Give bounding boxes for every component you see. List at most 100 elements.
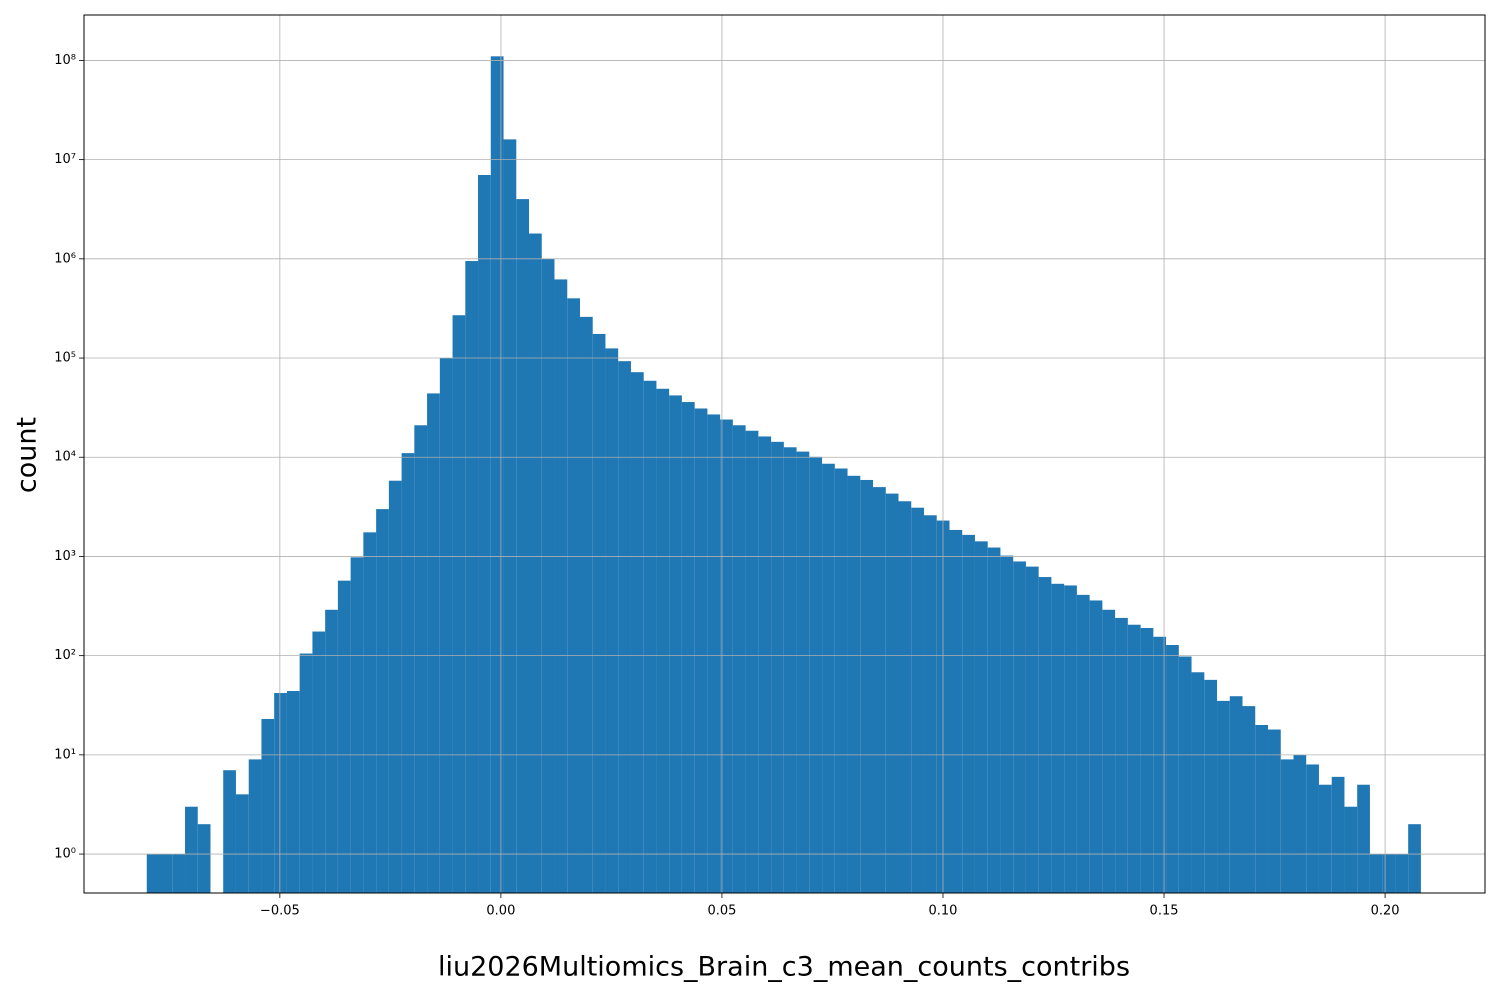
bar [1318, 784, 1332, 893]
x-tick-label: 0.00 [486, 904, 515, 919]
bar [1306, 764, 1319, 893]
y-tick-label: 10⁷ [54, 152, 76, 167]
bar [401, 453, 415, 893]
bar [541, 258, 555, 893]
bar [847, 475, 861, 893]
bar [223, 770, 236, 893]
bar [1166, 645, 1179, 893]
bar [1013, 561, 1026, 893]
bar [261, 718, 275, 893]
bar [1102, 609, 1116, 893]
bar [1217, 700, 1230, 893]
bar [363, 532, 377, 893]
bar [1051, 583, 1065, 893]
bar [376, 509, 389, 893]
bar [643, 380, 657, 893]
y-tick-label: 10² [54, 648, 76, 663]
bar [427, 393, 440, 893]
bar [1127, 624, 1141, 893]
bar [465, 261, 479, 894]
bar [567, 298, 580, 893]
bar [235, 794, 249, 893]
y-tick-label: 10⁸ [54, 53, 76, 68]
bar [503, 139, 517, 893]
bar [1064, 585, 1077, 893]
y-tick-label: 10⁰ [54, 847, 76, 862]
bar [962, 534, 975, 893]
bar [312, 631, 326, 893]
bar [1178, 656, 1192, 893]
bar [1408, 824, 1421, 893]
bar [1344, 806, 1358, 893]
bar [630, 372, 644, 893]
bar [681, 402, 695, 893]
bar [974, 541, 988, 893]
y-axis-label: count [12, 417, 43, 493]
bar [439, 358, 453, 893]
bar [286, 691, 300, 893]
bar [197, 824, 211, 893]
bar [1369, 854, 1383, 893]
bar [949, 529, 963, 893]
bar [656, 388, 670, 893]
bar [1293, 754, 1307, 893]
bar [618, 361, 631, 893]
bar [350, 557, 364, 893]
bar [274, 693, 287, 893]
bar [1115, 617, 1128, 893]
y-tick-label: 10⁶ [54, 251, 76, 266]
bar [299, 653, 313, 893]
bar [1191, 672, 1205, 893]
bar [923, 515, 937, 893]
bar [592, 333, 606, 894]
bar [1255, 724, 1269, 893]
bar [873, 487, 886, 893]
bar [987, 547, 1001, 893]
bar [414, 425, 428, 893]
y-tick-label: 10¹ [54, 747, 76, 762]
bar [758, 436, 772, 893]
y-tick-label: 10⁵ [54, 351, 76, 366]
bar [388, 480, 402, 893]
bar [720, 419, 733, 893]
bar [860, 479, 874, 893]
bar [1268, 729, 1281, 893]
bar [172, 854, 186, 893]
y-tick-label: 10⁴ [54, 450, 76, 465]
bar [159, 854, 173, 893]
plot-frame [83, 14, 1486, 894]
x-tick-label: 0.10 [929, 904, 958, 919]
bar [822, 463, 835, 893]
bar [1089, 600, 1103, 893]
bar [337, 580, 351, 893]
bar [1038, 577, 1052, 893]
bar [771, 441, 784, 893]
bar [694, 408, 708, 893]
bar [1140, 627, 1154, 893]
bar [554, 279, 568, 893]
bar [146, 854, 160, 893]
bar [1000, 555, 1014, 893]
bar [898, 501, 912, 893]
bar [490, 56, 504, 893]
bar [579, 316, 593, 893]
bar [478, 174, 491, 894]
bar [325, 609, 338, 893]
x-tick-label: 0.05 [707, 904, 736, 919]
bar [707, 414, 721, 893]
bar [796, 451, 810, 893]
bar [1076, 594, 1090, 893]
bar [669, 395, 682, 893]
bar [605, 348, 619, 893]
x-tick-label: 0.20 [1371, 904, 1400, 919]
x-axis-label: liu2026Multiomics_Brain_c3_mean_counts_c… [438, 952, 1130, 983]
bar [1331, 776, 1345, 893]
bar [809, 456, 823, 893]
bar [248, 759, 262, 893]
x-tick-label: 0.15 [1150, 904, 1179, 919]
bar [1242, 706, 1256, 893]
bar [1357, 784, 1370, 893]
bar [529, 233, 542, 893]
